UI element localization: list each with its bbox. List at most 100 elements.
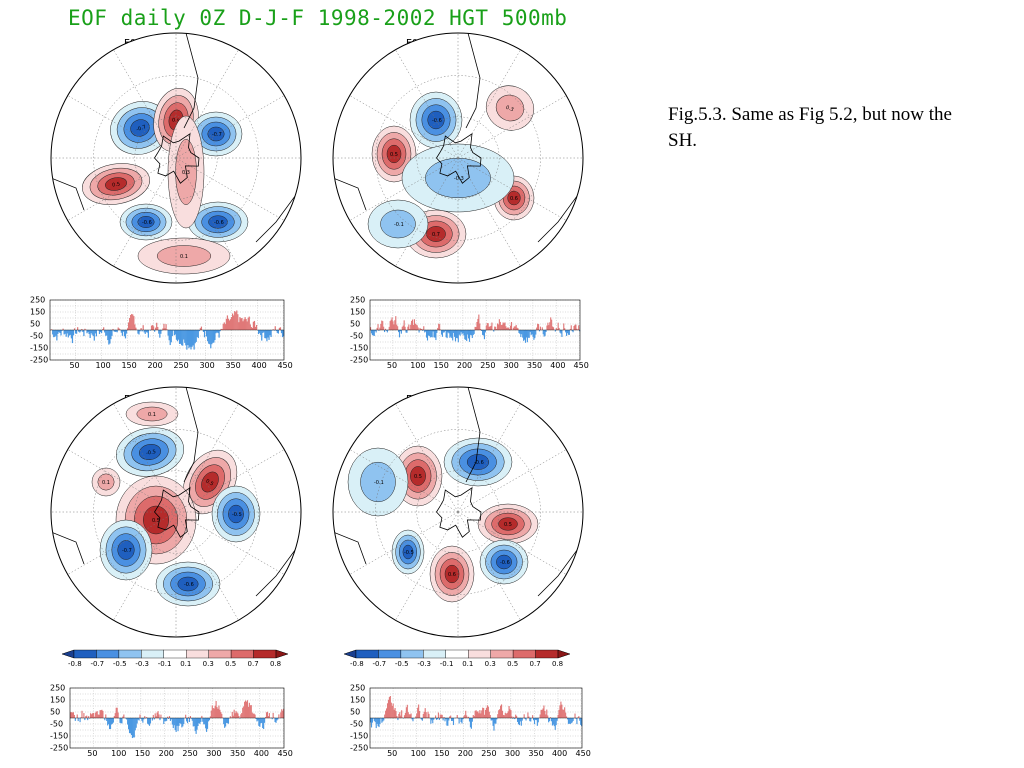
pc-bar <box>530 330 532 336</box>
map-border <box>332 386 584 638</box>
y-tick-label: 250 <box>30 296 45 305</box>
pc-bar <box>122 330 125 332</box>
pc-bar <box>149 718 152 724</box>
pc-bar <box>440 330 443 335</box>
pc-bar <box>463 330 465 336</box>
pc-bar <box>535 718 537 721</box>
latitude-circle <box>134 470 218 554</box>
pc-bar <box>391 705 393 718</box>
pc-bar <box>414 323 416 330</box>
eof-panel-3: EOF3 (7.1 %EV)-0.50.50.5-0.5-0.7-0.60.10… <box>50 386 302 758</box>
x-tick-label: 200 <box>457 361 472 370</box>
pc-bar <box>479 323 481 330</box>
pc-bar <box>574 324 576 330</box>
pc-bar <box>93 330 95 341</box>
antarctica-coastline <box>435 486 482 538</box>
pc-bar <box>224 718 226 728</box>
pc-bar <box>422 713 424 718</box>
pc-bar <box>454 330 457 342</box>
pc-bar <box>552 326 554 330</box>
pressure-center: -0.5 <box>116 427 184 477</box>
pc-bar <box>218 705 220 718</box>
pc-bar <box>435 715 437 718</box>
pc-bar <box>508 327 510 330</box>
pressure-center: -0.5 <box>391 529 425 575</box>
colorbar-segment <box>253 649 277 659</box>
contour-label: 0.1 <box>148 412 156 418</box>
pc-bar <box>436 330 438 333</box>
pc-bar <box>572 330 574 333</box>
pc-bar <box>226 718 229 724</box>
pc-bar <box>167 718 170 719</box>
pc-bar <box>548 718 550 723</box>
pc-bar <box>213 708 215 718</box>
pc-bar <box>483 330 485 340</box>
pc-bar <box>241 712 243 718</box>
pc-bar <box>495 718 497 724</box>
pc-bar <box>575 718 577 719</box>
pc-bar <box>457 718 459 719</box>
pc-bar <box>212 708 214 718</box>
colorbar-tick-label: 0.1 <box>180 660 191 668</box>
pc-bar <box>402 717 404 718</box>
pc-bar <box>125 718 127 719</box>
pc-bar <box>507 327 509 330</box>
pc-bar <box>579 330 581 332</box>
pc-bar <box>473 330 475 334</box>
colorbar-segment <box>445 649 469 659</box>
pc-bar <box>254 714 256 718</box>
pc-bar <box>467 330 469 335</box>
pc-bar <box>418 704 420 718</box>
pc-bar <box>512 718 514 719</box>
pc-bar <box>235 312 237 330</box>
pc-bar <box>148 718 151 726</box>
pc-bar <box>390 319 392 330</box>
pc-bar <box>186 330 188 350</box>
pc-bar <box>99 330 102 333</box>
colorbar: -0.8 -0.7 -0.5 -0.3 -0.1 0.1 0.3 0.5 0.7 0.8 <box>61 649 289 668</box>
pc-bar <box>81 710 83 718</box>
pc-bar <box>157 711 159 718</box>
pc-bar <box>129 317 131 330</box>
pressure-center: 0.1 <box>125 401 179 427</box>
pc-bar <box>258 718 260 726</box>
colorbar-segment <box>230 649 254 659</box>
pc-bar <box>514 718 516 720</box>
pc-bar <box>422 330 424 331</box>
pc-bar <box>98 714 100 718</box>
pressure-center: -0.6 <box>119 203 173 241</box>
pc-timeseries: 50 100 150 200 250 300 350 400 450 250 150 50 -50 -15… <box>30 296 293 371</box>
pc-bar <box>206 718 208 732</box>
pc-bar <box>108 330 110 345</box>
y-tick-label: -250 <box>50 744 68 753</box>
pc-bar <box>124 330 127 339</box>
pc-bar <box>131 313 133 330</box>
pc-bar <box>451 330 453 339</box>
pc-bar <box>531 330 533 335</box>
colorbar-tick-label: 0.3 <box>485 660 496 668</box>
contour-level <box>427 110 445 130</box>
contour-label: -0.6 <box>142 220 152 226</box>
pc-bar <box>543 705 545 718</box>
pc-bar <box>268 330 270 340</box>
pc-bar <box>536 327 538 330</box>
figure-caption: Fig.5.3. Same as Fig 5.2, but now the SH… <box>668 104 952 151</box>
pc-bar <box>561 330 563 337</box>
pc-bar <box>402 325 404 330</box>
x-tick-label: 250 <box>182 749 197 758</box>
pc-bar <box>135 718 137 728</box>
pc-bar <box>84 328 86 330</box>
pc-bar <box>106 718 108 721</box>
pc-bar <box>131 718 133 739</box>
pc-bar <box>166 329 168 330</box>
pc-bar <box>557 322 559 330</box>
pc-bar <box>387 699 390 718</box>
pc-bar <box>556 329 558 330</box>
contour-level <box>496 554 512 570</box>
pc-bar <box>266 711 269 718</box>
pc-bar <box>107 718 109 726</box>
pc-bar <box>550 718 553 722</box>
y-tick-label: -50 <box>350 720 363 729</box>
pc-bar <box>382 321 384 330</box>
pc-bar <box>396 716 398 718</box>
